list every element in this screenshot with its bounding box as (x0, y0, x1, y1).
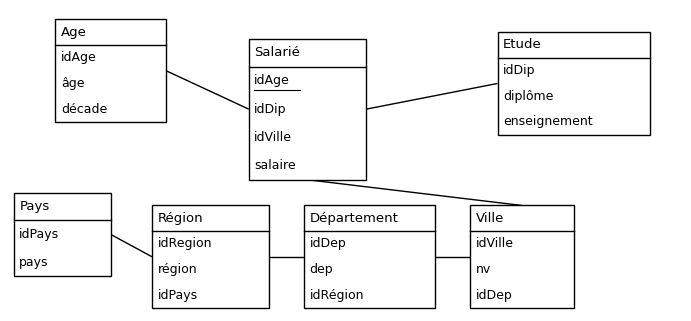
Text: idPays: idPays (158, 289, 198, 302)
Bar (14, 193, 111, 276)
Text: Région: Région (158, 212, 203, 225)
Text: âge: âge (61, 77, 84, 90)
Text: Département: Département (310, 212, 399, 225)
Text: idPays: idPays (19, 228, 59, 241)
Bar (55, 19, 166, 122)
Text: Pays: Pays (19, 200, 50, 213)
Text: dep: dep (310, 263, 333, 276)
Text: Ville: Ville (475, 212, 504, 225)
Text: décade: décade (61, 103, 107, 116)
Bar (498, 32, 650, 135)
Text: salaire: salaire (254, 159, 296, 172)
Bar (470, 205, 574, 308)
Text: idAge: idAge (61, 51, 97, 64)
Text: idDep: idDep (475, 289, 512, 302)
Bar (249, 39, 366, 180)
Text: Age: Age (61, 26, 86, 39)
Text: enseignement: enseignement (503, 116, 593, 128)
Text: diplôme: diplôme (503, 90, 553, 103)
Text: idVille: idVille (475, 238, 513, 250)
Bar (152, 205, 269, 308)
Text: idRégion: idRégion (310, 289, 364, 302)
Text: idDep: idDep (310, 238, 346, 250)
Bar (304, 205, 435, 308)
Text: Etude: Etude (503, 39, 542, 51)
Text: pays: pays (19, 256, 49, 269)
Text: idAge: idAge (254, 74, 290, 87)
Text: idRegion: idRegion (158, 238, 212, 250)
Text: idDip: idDip (503, 64, 536, 77)
Text: région: région (158, 263, 197, 276)
Text: nv: nv (475, 263, 491, 276)
Text: idVille: idVille (254, 131, 292, 144)
Text: idDip: idDip (254, 103, 287, 116)
Text: Salarié: Salarié (254, 46, 300, 59)
